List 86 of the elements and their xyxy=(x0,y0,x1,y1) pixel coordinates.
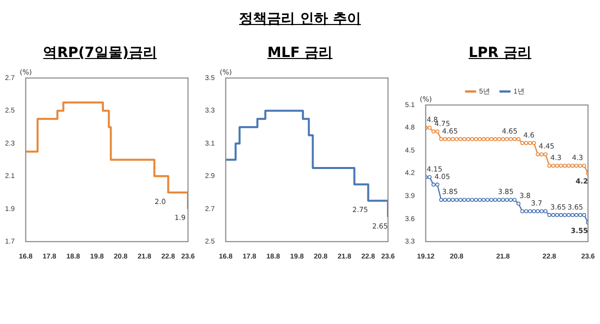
point xyxy=(582,164,586,168)
point xyxy=(450,137,455,142)
point xyxy=(578,164,582,168)
point xyxy=(443,198,448,202)
point xyxy=(486,198,490,202)
point xyxy=(536,152,540,156)
point xyxy=(532,209,536,214)
point xyxy=(482,198,486,202)
point xyxy=(462,198,466,202)
point xyxy=(454,198,459,202)
point xyxy=(540,152,544,156)
point xyxy=(428,175,432,180)
point xyxy=(547,164,552,168)
point xyxy=(551,164,556,168)
point xyxy=(466,137,470,142)
point xyxy=(562,213,567,218)
point xyxy=(493,137,498,142)
point xyxy=(482,137,486,142)
point xyxy=(497,198,502,202)
point xyxy=(570,213,575,218)
point xyxy=(544,152,548,156)
point xyxy=(474,137,478,142)
point xyxy=(520,209,524,214)
point xyxy=(574,213,578,218)
chart-title: MLF 금리 xyxy=(266,44,334,63)
text: 정책금리 인하 추이 xyxy=(238,10,362,29)
point xyxy=(544,209,548,214)
point xyxy=(524,209,528,214)
point xyxy=(504,198,509,202)
point xyxy=(446,198,451,202)
chart-title: 역RP(7일물)금리 xyxy=(42,44,158,63)
point xyxy=(501,198,505,202)
chart-title: LPR 금리 xyxy=(468,44,532,63)
point xyxy=(524,140,528,145)
point xyxy=(558,164,563,168)
point xyxy=(501,137,505,142)
point xyxy=(516,137,520,142)
point xyxy=(446,137,451,142)
point xyxy=(466,198,470,202)
point xyxy=(428,126,432,130)
point xyxy=(562,164,567,168)
point xyxy=(574,164,578,168)
point xyxy=(551,213,556,218)
point xyxy=(454,137,459,142)
point xyxy=(582,213,586,218)
point xyxy=(458,198,463,202)
point xyxy=(497,137,502,142)
point xyxy=(512,198,517,202)
point xyxy=(462,137,466,142)
point xyxy=(458,137,463,142)
point xyxy=(478,198,482,202)
point xyxy=(504,137,509,142)
point xyxy=(431,182,436,187)
point xyxy=(512,137,517,142)
point xyxy=(520,140,524,145)
point xyxy=(566,164,571,168)
point xyxy=(558,213,563,218)
point xyxy=(439,198,444,202)
point xyxy=(489,137,494,142)
point xyxy=(536,209,540,214)
point xyxy=(486,137,490,142)
point xyxy=(578,213,582,218)
point xyxy=(555,213,560,218)
point xyxy=(555,164,560,168)
point xyxy=(528,209,532,214)
point xyxy=(532,140,536,145)
point xyxy=(470,137,474,142)
point xyxy=(508,198,513,202)
point xyxy=(493,198,498,202)
point xyxy=(474,198,478,202)
point xyxy=(508,137,513,142)
point xyxy=(540,209,544,214)
point xyxy=(450,198,455,202)
point xyxy=(478,137,482,142)
point xyxy=(528,140,532,145)
point xyxy=(470,198,474,202)
point xyxy=(489,198,494,202)
point xyxy=(547,213,552,218)
point xyxy=(566,213,571,218)
point xyxy=(439,137,444,142)
point xyxy=(570,164,575,168)
point xyxy=(435,130,440,134)
point xyxy=(516,202,520,206)
point xyxy=(431,130,436,134)
point xyxy=(443,137,448,142)
point xyxy=(435,182,440,187)
